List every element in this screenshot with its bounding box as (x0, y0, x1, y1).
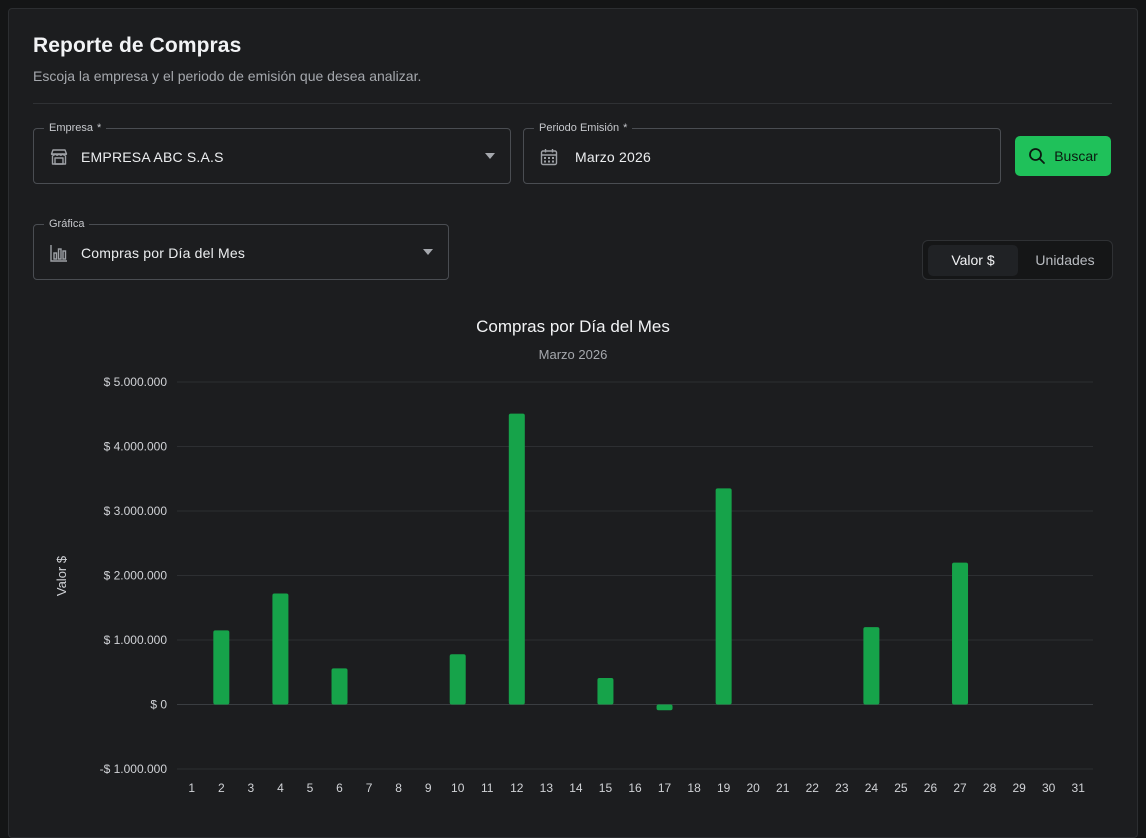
store-icon (49, 147, 69, 167)
chevron-down-icon (423, 249, 433, 255)
y-tick-label: $ 3.000.000 (104, 504, 168, 518)
x-tick-label: 19 (717, 781, 731, 795)
search-button[interactable]: Buscar (1015, 136, 1111, 176)
x-tick-label: 26 (924, 781, 938, 795)
x-tick-label: 5 (307, 781, 314, 795)
bar-day-24[interactable] (863, 627, 880, 705)
x-tick-label: 29 (1012, 781, 1026, 795)
x-tick-label: 11 (481, 781, 494, 795)
bar-day-17[interactable] (656, 704, 673, 711)
search-button-label: Buscar (1054, 148, 1098, 164)
search-icon (1028, 147, 1046, 165)
x-tick-label: 25 (894, 781, 908, 795)
chart-type-select[interactable]: Gráfica Compras por Día del Mes (33, 217, 449, 280)
bar-day-4[interactable] (272, 593, 289, 705)
page-subtitle: Escoja la empresa y el periodo de emisió… (33, 68, 422, 84)
bar-day-10[interactable] (449, 654, 466, 705)
x-tick-label: 17 (658, 781, 672, 795)
x-tick-label: 22 (806, 781, 820, 795)
chart-title: Compras por Día del Mes (476, 317, 670, 336)
metric-toggle: Valor $ Unidades (922, 240, 1113, 280)
period-value: Marzo 2026 (575, 149, 651, 165)
x-tick-label: 13 (540, 781, 554, 795)
y-axis-label: Valor $ (54, 555, 69, 596)
y-tick-label: $ 2.000.000 (104, 569, 168, 583)
company-select[interactable]: Empresa * EMPRESA ABC S.A.S (33, 121, 511, 184)
x-tick-label: 30 (1042, 781, 1056, 795)
bar-day-19[interactable] (715, 488, 732, 705)
y-tick-label: $ 1.000.000 (104, 633, 168, 647)
calendar-icon (539, 147, 559, 167)
x-tick-label: 2 (218, 781, 225, 795)
x-tick-label: 14 (569, 781, 583, 795)
x-tick-label: 7 (366, 781, 373, 795)
x-tick-label: 28 (983, 781, 997, 795)
x-tick-label: 12 (510, 781, 524, 795)
x-tick-label: 27 (953, 781, 967, 795)
chart-select-value: Compras por Día del Mes (81, 245, 246, 261)
company-value: EMPRESA ABC S.A.S (81, 149, 224, 165)
x-tick-label: 24 (865, 781, 879, 795)
bar-day-15[interactable] (597, 678, 614, 705)
bar-day-27[interactable] (952, 562, 969, 705)
bar-day-2[interactable] (213, 630, 230, 705)
bar-day-12[interactable] (508, 413, 525, 705)
y-tick-label: -$ 1.000.000 (100, 762, 168, 776)
bar-day-6[interactable] (331, 668, 348, 705)
page-title: Reporte de Compras (33, 34, 242, 57)
x-tick-label: 31 (1072, 781, 1086, 795)
x-tick-label: 20 (747, 781, 761, 795)
x-tick-label: 8 (395, 781, 402, 795)
x-tick-label: 6 (336, 781, 343, 795)
x-tick-label: 4 (277, 781, 284, 795)
x-tick-label: 3 (248, 781, 255, 795)
x-tick-label: 15 (599, 781, 613, 795)
toggle-valor[interactable]: Valor $ (928, 245, 1018, 276)
period-picker[interactable]: Periodo Emisión * Marzo 2026 (523, 121, 1001, 184)
chevron-down-icon (485, 153, 495, 159)
chart-select-label: Gráfica (44, 217, 90, 231)
y-tick-label: $ 5.000.000 (104, 375, 168, 389)
x-tick-label: 18 (687, 781, 701, 795)
chart-subtitle: Marzo 2026 (539, 347, 608, 362)
company-label: Empresa * (44, 121, 107, 135)
period-label: Periodo Emisión * (534, 121, 633, 135)
toggle-unidades[interactable]: Unidades (1035, 252, 1095, 268)
purchases-by-day-chart: Compras por Día del Mes Marzo 2026 Valor… (54, 317, 1093, 795)
x-tick-label: 10 (451, 781, 465, 795)
x-tick-label: 23 (835, 781, 849, 795)
y-tick-label: $ 4.000.000 (104, 440, 168, 454)
x-tick-label: 9 (425, 781, 432, 795)
divider (33, 103, 1112, 104)
y-tick-label: $ 0 (150, 698, 167, 712)
x-tick-label: 1 (188, 781, 195, 795)
x-tick-label: 21 (776, 781, 790, 795)
bar-chart-icon (49, 243, 69, 263)
x-tick-label: 16 (628, 781, 642, 795)
